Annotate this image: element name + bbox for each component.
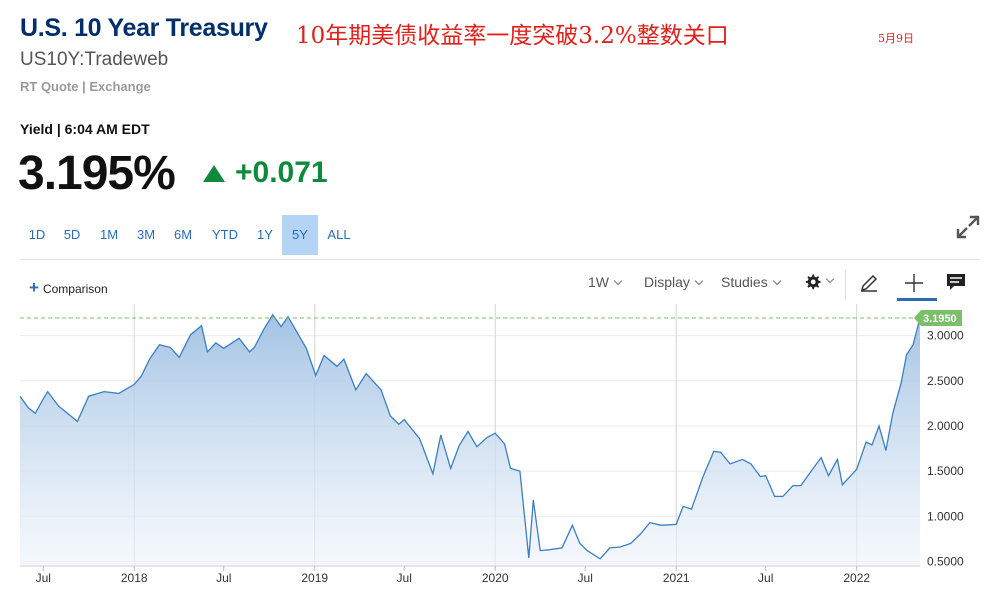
interval-select[interactable]: 1W [588, 274, 623, 290]
annotation-text: 10年期美债收益率一度突破3.2%整数关口 [296, 23, 729, 49]
pencil-icon[interactable] [858, 272, 880, 294]
y-axis: 3.0000 2.5000 2.0000 1.5000 1.0000 0.5000 [927, 329, 964, 569]
series-area [20, 314, 920, 566]
y-tick-label: 2.0000 [927, 419, 964, 433]
range-6m[interactable]: 6M [173, 227, 193, 242]
x-axis: Jul 2018 Jul 2019 Jul 2020 Jul 2021 Jul 2022 [20, 565, 920, 585]
y-tick-label: 1.5000 [927, 464, 964, 478]
display-label: Display [644, 274, 690, 290]
yield-change: +0.071 [235, 156, 328, 189]
x-tick-label: Jul [216, 571, 231, 585]
quote-source: RT Quote | Exchange [20, 79, 151, 94]
studies-label: Studies [721, 274, 768, 290]
active-tool-indicator [897, 298, 937, 301]
range-5y[interactable]: 5Y [282, 215, 318, 255]
range-5d[interactable]: 5D [63, 227, 81, 242]
expand-icon[interactable] [955, 214, 981, 240]
range-1y[interactable]: 1Y [257, 227, 273, 242]
series-line [19, 313, 921, 560]
yield-value: 3.195% [18, 147, 176, 200]
plus-icon: + [29, 278, 39, 297]
comparison-label: Comparison [42, 282, 108, 296]
last-value-label: 3.1950 [923, 313, 957, 325]
studies-menu[interactable]: Studies [721, 274, 781, 290]
x-tick-label: Jul [758, 571, 773, 585]
x-tick-label: Jul [578, 571, 593, 585]
toolbar-divider [845, 270, 846, 300]
x-tick-label: Jul [36, 571, 51, 585]
chevron-down-icon [613, 276, 623, 286]
comparison-button[interactable]: + Comparison [29, 278, 108, 298]
interval-label: 1W [588, 274, 609, 290]
x-tick-label: Jul [397, 571, 412, 585]
y-tick-label: 0.5000 [927, 554, 964, 568]
chevron-down-icon [772, 276, 781, 286]
y-tick-label: 2.5000 [927, 374, 964, 388]
x-tick-label: 2018 [121, 571, 148, 585]
y-tick-label: 3.0000 [927, 329, 964, 343]
annotation-date: 5月9日 [878, 32, 914, 45]
chevron-down-icon [694, 276, 704, 286]
display-menu[interactable]: Display [644, 274, 704, 290]
range-all[interactable]: ALL [327, 227, 351, 242]
settings-menu[interactable] [804, 272, 835, 290]
range-3m[interactable]: 3M [136, 227, 156, 242]
page-title: U.S. 10 Year Treasury [20, 14, 268, 42]
gear-icon [805, 274, 821, 290]
symbol-label: US10Y:Tradeweb [20, 49, 169, 70]
up-triangle-icon [203, 165, 225, 182]
yield-timestamp: Yield | 6:04 AM EDT [20, 121, 150, 137]
last-value-tag: 3.1950 [914, 310, 962, 327]
crosshair-icon[interactable] [903, 272, 925, 294]
x-tick-label: 2021 [663, 571, 690, 585]
divider [20, 259, 980, 260]
yield-chart[interactable]: 3.1950 3.0000 2.5000 2.0000 1.5000 1.0000 0.5… [0, 300, 987, 592]
range-ytd[interactable]: YTD [212, 227, 238, 242]
comment-icon[interactable] [946, 273, 966, 291]
x-tick-label: 2019 [301, 571, 328, 585]
range-1m[interactable]: 1M [99, 227, 119, 242]
y-tick-label: 1.0000 [927, 509, 964, 523]
x-tick-label: 2020 [482, 571, 509, 585]
x-tick-label: 2022 [843, 571, 870, 585]
chevron-down-icon [825, 274, 835, 284]
range-1d[interactable]: 1D [28, 227, 46, 242]
